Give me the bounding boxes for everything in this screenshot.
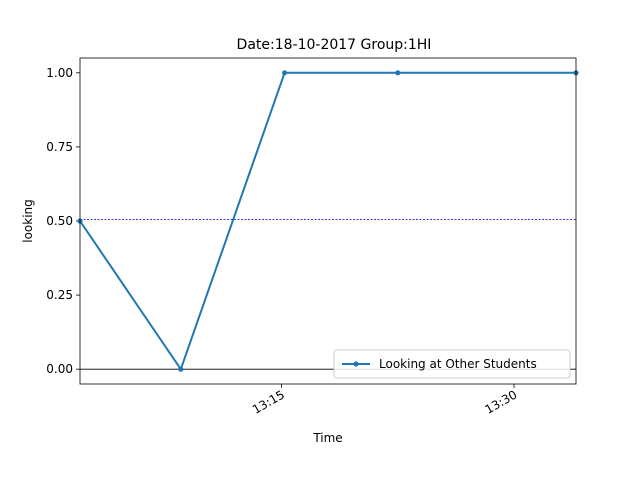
y-tick-label: 0.75 — [46, 140, 73, 154]
legend-marker — [353, 361, 359, 367]
y-tick-label: 1.00 — [46, 66, 73, 80]
data-point — [395, 70, 401, 76]
y-tick-label: 0.50 — [46, 214, 73, 228]
legend-box — [333, 349, 571, 379]
x-axis-label: Time — [312, 431, 342, 445]
data-point — [282, 70, 288, 76]
y-tick-label: 0.25 — [46, 288, 73, 302]
axes-frame — [79, 57, 577, 385]
y-axis-label: looking — [21, 199, 35, 243]
data-point — [178, 366, 184, 372]
chart-title: Date:18-10-2017 Group:1HI — [237, 37, 432, 53]
y-tick-label: 0.00 — [46, 362, 73, 376]
legend-label: Looking at Other Students — [379, 357, 537, 371]
